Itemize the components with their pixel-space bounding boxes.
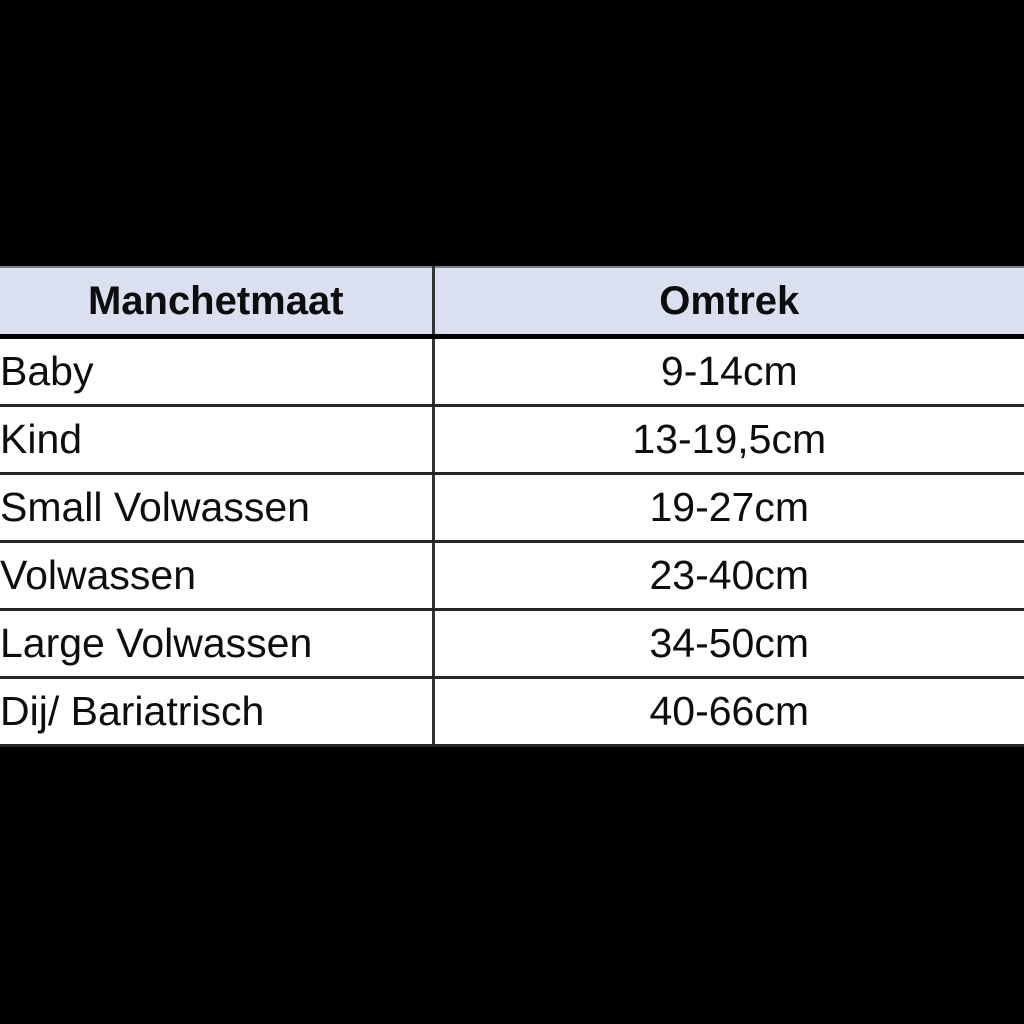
cell-manchetmaat: Kind — [0, 405, 435, 475]
cell-manchetmaat: Large Volwassen — [0, 609, 435, 679]
cell-omtrek: 9-14cm — [433, 336, 1024, 407]
cell-manchetmaat: Dij/ Bariatrisch — [0, 677, 435, 747]
table-row: Kind 13-19,5cm — [0, 405, 1024, 475]
cell-omtrek: 23-40cm — [433, 541, 1024, 611]
table-row: Dij/ Bariatrisch 40-66cm — [0, 677, 1024, 747]
cell-omtrek: 40-66cm — [433, 677, 1024, 747]
size-table: Manchetmaat Omtrek Baby 9-14cm Kind 13-19,5… — [0, 266, 1024, 747]
table-row: Small Volwassen 19-27cm — [0, 473, 1024, 543]
cell-omtrek: 19-27cm — [433, 473, 1024, 543]
cell-manchetmaat: Volwassen — [0, 541, 435, 611]
cell-omtrek: 34-50cm — [433, 609, 1024, 679]
cell-manchetmaat: Baby — [0, 336, 435, 407]
cell-manchetmaat: Small Volwassen — [0, 473, 435, 543]
table-body: Baby 9-14cm Kind 13-19,5cm Small Volwassen 19… — [0, 336, 1024, 747]
table-row: Volwassen 23-40cm — [0, 541, 1024, 611]
column-header-omtrek: Omtrek — [433, 266, 1024, 339]
table-header-row: Manchetmaat Omtrek — [0, 266, 1024, 339]
column-header-manchetmaat: Manchetmaat — [0, 266, 435, 339]
table-row: Baby 9-14cm — [0, 336, 1024, 407]
table-row: Large Volwassen 34-50cm — [0, 609, 1024, 679]
cell-omtrek: 13-19,5cm — [433, 405, 1024, 475]
